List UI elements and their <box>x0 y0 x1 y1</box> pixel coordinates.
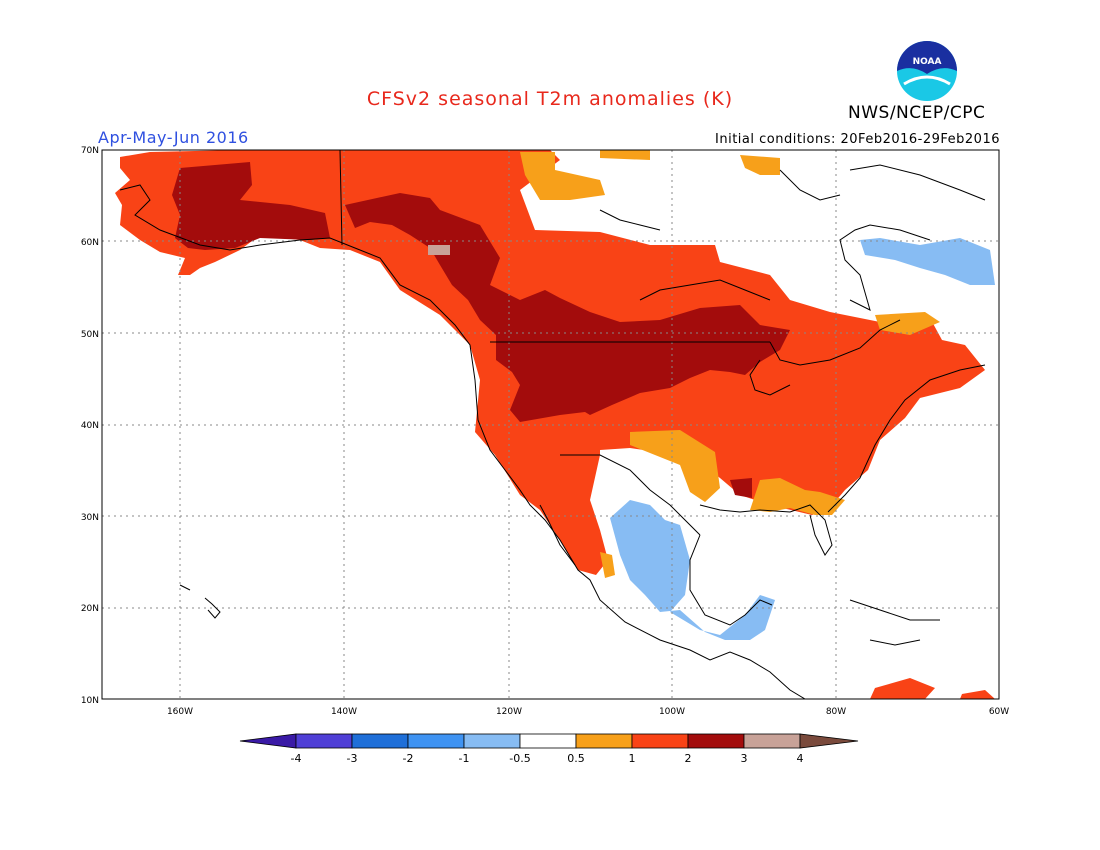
colorbar-segment <box>407 733 465 749</box>
colorbar-labels: -4 -3 -2 -1 -0.5 0.5 1 2 3 4 <box>291 752 804 765</box>
logo-text: NOAA <box>913 57 942 67</box>
lon-labels: 160W 140W 120W 100W 80W 60W <box>167 707 1009 717</box>
colorbar-label: -4 <box>291 752 302 765</box>
colorbar-segment <box>575 733 633 749</box>
lat-label: 50N <box>81 330 99 340</box>
lon-label: 120W <box>496 707 522 717</box>
graticule <box>102 150 999 699</box>
colorbar-label: 0.5 <box>567 752 585 765</box>
lon-label: 100W <box>659 707 685 717</box>
colorbar-label: -0.5 <box>509 752 530 765</box>
colorbar-label: 3 <box>741 752 748 765</box>
lat-label: 20N <box>81 604 99 614</box>
anomaly-fill-05-1 <box>520 150 940 578</box>
agency-label: NWS/NCEP/CPC <box>848 103 986 123</box>
lat-labels: 70N 60N 50N 40N 30N 20N 10N <box>81 146 99 706</box>
initial-conditions-label: Initial conditions: 20Feb2016-29Feb2016 <box>715 132 1000 147</box>
colorbar-segment <box>687 733 745 749</box>
colorbar-segment <box>743 733 801 749</box>
colorbar-label: -2 <box>403 752 414 765</box>
lat-label: 40N <box>81 421 99 431</box>
colorbar-segment <box>351 733 409 749</box>
colorbar-arrow-low <box>239 733 297 749</box>
lon-label: 60W <box>989 707 1009 717</box>
colorbar-segment <box>463 733 521 749</box>
map-frame <box>101 149 1000 700</box>
colorbar-arrow-high <box>799 733 859 749</box>
colorbar-label: 2 <box>685 752 692 765</box>
colorbar-segment <box>519 733 577 749</box>
anomaly-fill-3-4 <box>428 245 450 255</box>
noaa-logo-icon: NOAA <box>897 41 957 101</box>
colorbar-segment <box>631 733 689 749</box>
lat-label: 10N <box>81 696 99 706</box>
anomaly-fill-2-3 <box>172 162 790 498</box>
chart-title: CFSv2 seasonal T2m anomalies (K) <box>366 88 734 110</box>
map-area <box>102 150 999 699</box>
lon-label: 140W <box>331 707 357 717</box>
lat-label: 30N <box>81 513 99 523</box>
colorbar <box>239 733 859 749</box>
colorbar-label: 1 <box>629 752 636 765</box>
colorbar-label: 4 <box>797 752 804 765</box>
coastlines <box>119 150 986 699</box>
lon-label: 80W <box>826 707 846 717</box>
season-label: Apr-May-Jun 2016 <box>98 128 249 147</box>
colorbar-segment <box>295 733 353 749</box>
lon-label: 160W <box>167 707 193 717</box>
colorbar-label: -3 <box>347 752 358 765</box>
colorbar-label: -1 <box>459 752 470 765</box>
lat-label: 60N <box>81 238 99 248</box>
lat-label: 70N <box>81 146 99 156</box>
anomaly-fill-m1-m05 <box>610 238 995 640</box>
